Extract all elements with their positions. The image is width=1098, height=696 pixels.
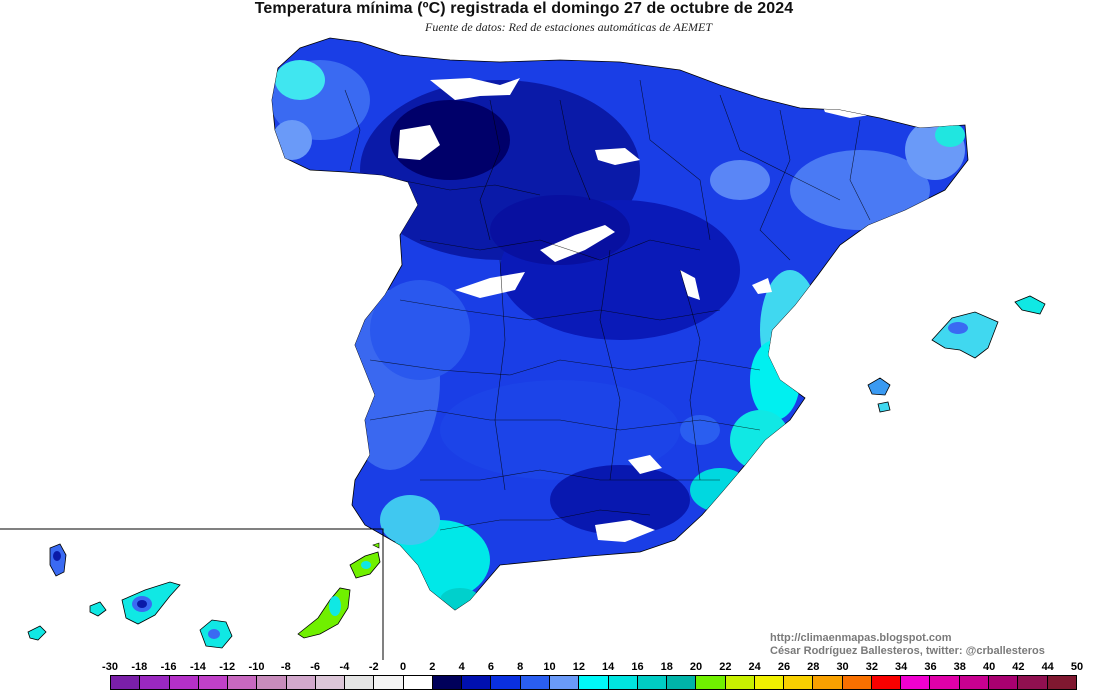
scale-label: 20 [689,661,703,673]
peninsula-map [271,37,969,611]
scale-label: 2 [429,661,436,673]
scale-label: -2 [368,661,379,673]
scale-swatch [871,676,902,689]
temperature-map [0,37,1046,660]
scale-swatch [345,676,375,689]
scale-swatch [111,676,141,689]
scale-swatch [520,676,550,689]
scale-swatch [140,676,170,689]
scale-swatch [754,676,785,689]
scale-label: 36 [924,661,937,673]
canary-islands-inset [0,528,384,660]
scale-label: 50 [1070,661,1084,673]
scale-label: 34 [895,661,908,673]
scale-label: -6 [310,661,320,673]
scale-swatch [169,676,199,689]
credits-blog: http://climaenmapas.blogspot.com [770,632,952,644]
scale-swatch [901,676,931,689]
scale-swatch [930,676,960,689]
scale-label: 18 [660,661,673,673]
scale-label: 42 [1012,661,1025,673]
scale-label: 10 [543,661,556,673]
scale-swatch [667,676,697,689]
scale-label: 8 [517,661,524,673]
color-scale-labels: -30 -18 -16 -14 -12 -10 -8 -6 -4 -2 0 2 4 6 8 10 12 14 16 1… [0,661,1098,675]
scale-label: 44 [1041,661,1054,673]
scale-swatch [696,676,726,689]
scale-label: 12 [572,661,585,673]
balearic-islands [867,295,1046,413]
scale-label: 28 [807,661,820,673]
scale-swatch [959,676,989,689]
scale-swatch [842,676,872,689]
scale-swatch [1018,676,1048,689]
scale-label: 16 [631,661,644,673]
scale-label: -8 [280,661,291,673]
scale-label: -18 [131,661,148,673]
scale-swatch [198,676,229,689]
scale-swatch [403,676,433,689]
scale-swatch [988,676,1019,689]
scale-label: 14 [602,661,615,673]
map-subtitle: Fuente de datos: Red de estaciones autom… [425,20,713,34]
scale-swatch [315,676,346,689]
scale-swatch [1047,676,1076,689]
scale-label: 4 [458,661,465,673]
scale-label: 26 [777,661,791,673]
scale-label: -16 [160,661,177,673]
scale-label: 40 [982,661,996,673]
scale-swatch [491,676,521,689]
scale-label: 22 [719,661,732,673]
scale-swatch [579,676,609,689]
scale-swatch [637,676,668,689]
scale-label: -14 [189,661,206,673]
scale-swatch [374,676,404,689]
color-scale-bar [110,675,1077,690]
scale-label: -12 [219,661,236,673]
scale-swatch [725,676,755,689]
credits-author: César Rodríguez Ballesteros, twitter: @c… [770,645,1045,657]
scale-swatch [549,676,580,689]
scale-label: -30 [102,661,118,673]
scale-swatch [608,676,638,689]
scale-swatch [432,676,463,689]
scale-swatch [286,676,316,689]
map-title: Temperatura mínima (ºC) registrada el do… [254,0,794,17]
scale-label: 30 [836,661,849,673]
scale-label: 24 [748,661,761,673]
scale-label: -4 [339,661,350,673]
scale-label: 32 [865,661,878,673]
scale-label: 0 [399,661,407,673]
scale-swatch [784,676,814,689]
scale-label: 38 [953,661,966,673]
scale-swatch [462,676,492,689]
credits: http://climaenmapas.blogspot.com César R… [770,632,1045,658]
scale-swatch [228,676,258,689]
scale-swatch [813,676,843,689]
scale-swatch [257,676,287,689]
scale-label: -10 [248,661,265,673]
scale-label: 6 [487,661,494,673]
